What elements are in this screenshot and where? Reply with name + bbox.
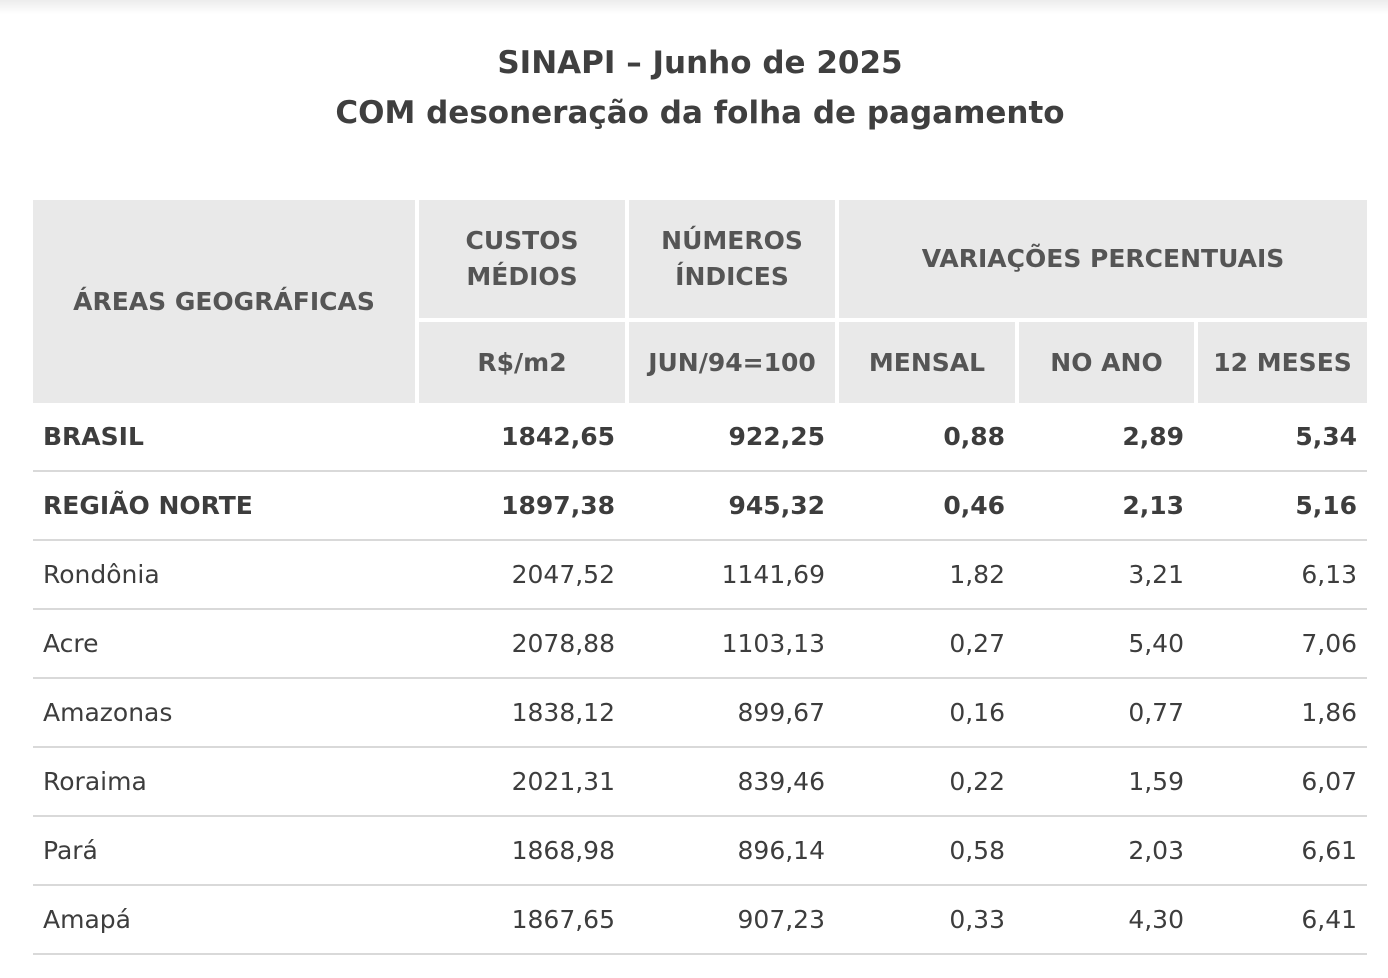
table-row: Pará 1868,98 896,14 0,58 2,03 6,61 [33,817,1368,886]
header-variacoes: VARIAÇÕES PERCENTUAIS [835,200,1368,318]
cell-var-mensal: 0,46 [835,472,1015,541]
table-row: Acre 2078,88 1103,13 0,27 5,40 7,06 [33,610,1368,679]
header-custos-medios: CUSTOS MÉDIOS [415,200,625,318]
cell-area: Amapá [33,886,415,955]
cell-var-mensal: 1,82 [835,541,1015,610]
cell-var-12-meses: 6,07 [1194,748,1368,817]
cell-custo-medio: 1867,65 [415,886,625,955]
cell-var-12-meses: 5,34 [1194,403,1368,472]
header-12-meses: 12 MESES [1194,318,1368,403]
cell-numero-indice: 922,25 [625,403,835,472]
cell-var-no-ano: 4,30 [1015,886,1194,955]
cell-numero-indice: 839,46 [625,748,835,817]
cell-var-12-meses: 1,86 [1194,679,1368,748]
cell-var-12-meses: 6,41 [1194,886,1368,955]
cell-area: Roraima [33,748,415,817]
cell-numero-indice: 945,32 [625,472,835,541]
cell-var-no-ano: 0,77 [1015,679,1194,748]
cell-custo-medio: 1838,12 [415,679,625,748]
cell-var-12-meses: 6,61 [1194,817,1368,886]
cell-var-no-ano: 2,13 [1015,472,1194,541]
header-areas: ÁREAS GEOGRÁFICAS [33,200,415,403]
cell-area: REGIÃO NORTE [33,472,415,541]
cell-var-mensal: 0,22 [835,748,1015,817]
header-custos-unit: R$/m2 [415,318,625,403]
cell-var-no-ano: 3,21 [1015,541,1194,610]
cell-area: BRASIL [33,403,415,472]
sinapi-table: ÁREAS GEOGRÁFICAS CUSTOS MÉDIOS NÚMEROS … [33,200,1368,955]
top-shadow [0,0,1388,14]
cell-var-no-ano: 1,59 [1015,748,1194,817]
cell-numero-indice: 1141,69 [625,541,835,610]
table-header: ÁREAS GEOGRÁFICAS CUSTOS MÉDIOS NÚMEROS … [33,200,1368,403]
table-row: Rondônia 2047,52 1141,69 1,82 3,21 6,13 [33,541,1368,610]
title-line-2: COM desoneração da folha de pagamento [335,95,1065,131]
cell-var-12-meses: 7,06 [1194,610,1368,679]
cell-var-mensal: 0,58 [835,817,1015,886]
header-mensal: MENSAL [835,318,1015,403]
cell-area: Amazonas [33,679,415,748]
header-no-ano: NO ANO [1015,318,1194,403]
cell-var-no-ano: 2,89 [1015,403,1194,472]
cell-area: Acre [33,610,415,679]
cell-var-mensal: 0,33 [835,886,1015,955]
cell-numero-indice: 896,14 [625,817,835,886]
cell-var-no-ano: 5,40 [1015,610,1194,679]
header-numeros-unit: JUN/94=100 [625,318,835,403]
cell-var-mensal: 0,16 [835,679,1015,748]
cell-numero-indice: 1103,13 [625,610,835,679]
table-row: BRASIL 1842,65 922,25 0,88 2,89 5,34 [33,403,1368,472]
cell-numero-indice: 907,23 [625,886,835,955]
table-row: Roraima 2021,31 839,46 0,22 1,59 6,07 [33,748,1368,817]
header-numeros-indices: NÚMEROS ÍNDICES [625,200,835,318]
cell-numero-indice: 899,67 [625,679,835,748]
table-row: REGIÃO NORTE 1897,38 945,32 0,46 2,13 5,16 [33,472,1368,541]
cell-custo-medio: 1868,98 [415,817,625,886]
table-body: BRASIL 1842,65 922,25 0,88 2,89 5,34 REGIÃO NO… [33,403,1368,955]
cell-var-mensal: 0,27 [835,610,1015,679]
cell-custo-medio: 2047,52 [415,541,625,610]
cell-custo-medio: 2078,88 [415,610,625,679]
title-line-1: SINAPI – Junho de 2025 [497,45,903,81]
table-row: Amazonas 1838,12 899,67 0,16 0,77 1,86 [33,679,1368,748]
cell-custo-medio: 1897,38 [415,472,625,541]
cell-var-12-meses: 6,13 [1194,541,1368,610]
cell-var-mensal: 0,88 [835,403,1015,472]
cell-area: Rondônia [33,541,415,610]
cell-var-no-ano: 2,03 [1015,817,1194,886]
cell-custo-medio: 2021,31 [415,748,625,817]
cell-var-12-meses: 5,16 [1194,472,1368,541]
table-row: Amapá 1867,65 907,23 0,33 4,30 6,41 [33,886,1368,955]
page-title: SINAPI – Junho de 2025 COM desoneração d… [0,38,1388,138]
cell-area: Pará [33,817,415,886]
cell-custo-medio: 1842,65 [415,403,625,472]
